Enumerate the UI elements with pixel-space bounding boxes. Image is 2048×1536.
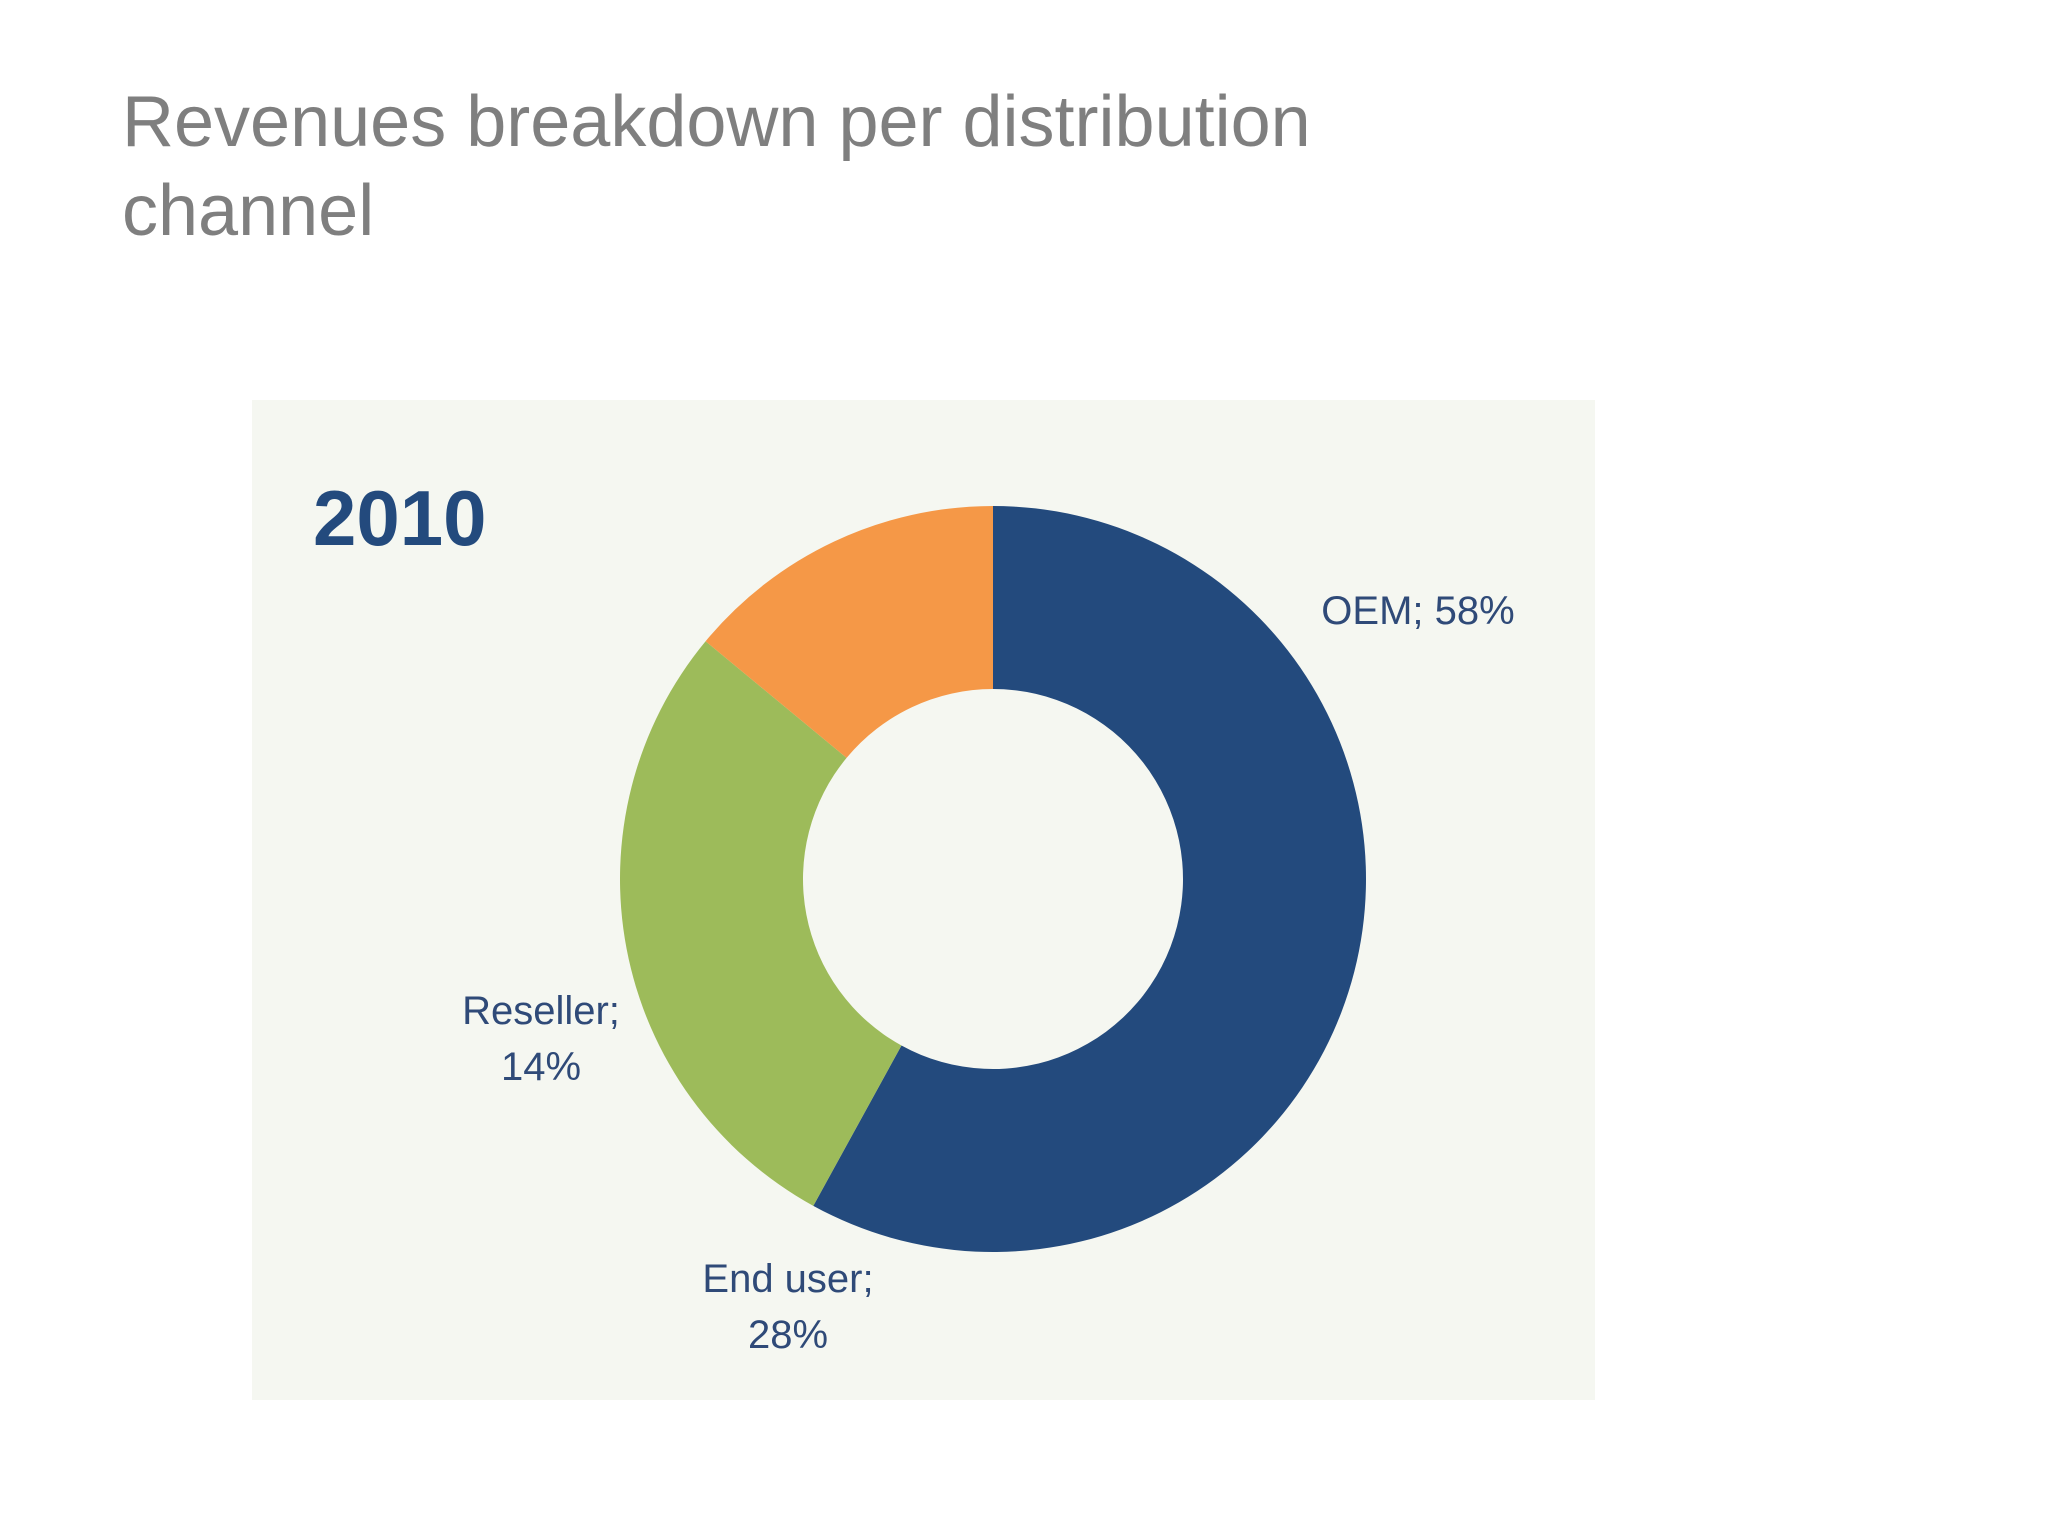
data-label-line: OEM; 58% bbox=[1321, 589, 1514, 633]
slice-oem bbox=[813, 506, 1366, 1252]
data-label-reseller: Reseller; 14% bbox=[462, 989, 620, 1089]
donut-chart: OEM; 58% End user; 28% Reseller; 14% bbox=[462, 506, 1515, 1357]
data-label-end-user: End user; 28% bbox=[702, 1257, 873, 1357]
data-label-line: End user; bbox=[702, 1257, 873, 1301]
data-label-line: Reseller; bbox=[462, 989, 620, 1033]
slice-end-user bbox=[619, 641, 902, 1206]
data-label-oem: OEM; 58% bbox=[1321, 589, 1514, 633]
data-label-line: 14% bbox=[501, 1045, 581, 1089]
slide-title: Revenues breakdown per distribution chan… bbox=[122, 82, 1311, 251]
chart-panel: 2010 OEM; 58% End user; 28% Reseller; 14% bbox=[252, 400, 1595, 1400]
data-label-line: 28% bbox=[748, 1313, 828, 1357]
chart-title: 2010 bbox=[313, 474, 487, 562]
slice-reseller bbox=[705, 506, 993, 758]
